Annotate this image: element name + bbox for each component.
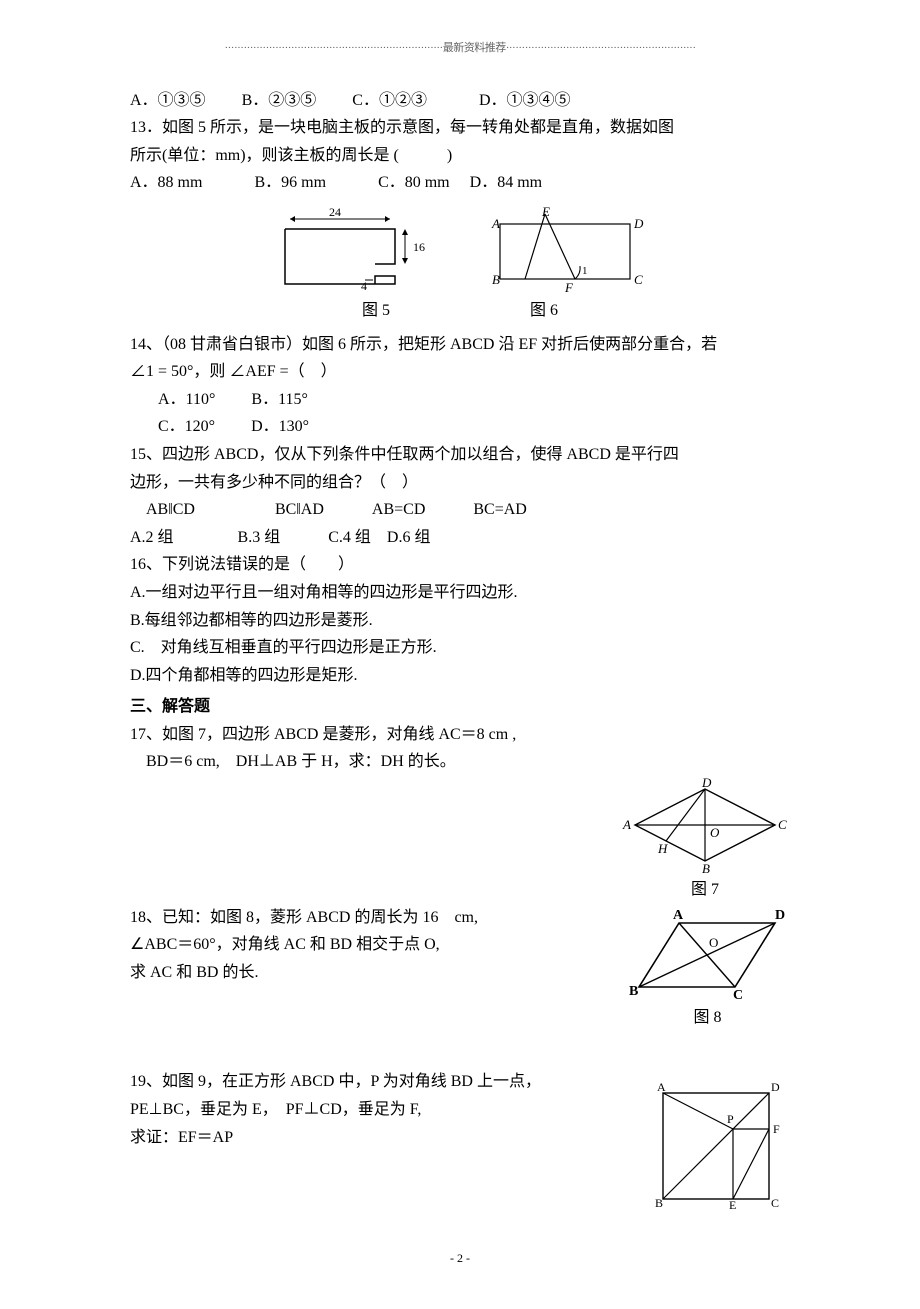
q14-row2: C．120° D．130° (130, 414, 790, 440)
fig7-A: A (622, 817, 631, 832)
q13-optD: D．84 mm (470, 174, 542, 191)
fig7-O: O (710, 825, 720, 840)
q15-stem1: 15、四边形 ABCD，仅从下列条件中任取两个加以组合，使得 ABCD 是平行四 (130, 442, 790, 468)
fig9-B: B (655, 1196, 663, 1209)
figure-5: 24 16 4 (265, 204, 440, 294)
fig8-C: C (733, 988, 743, 1003)
header-dots: ········································… (130, 40, 790, 58)
q17-l1: 17、如图 7，四边形 ABCD 是菱形，对角线 AC＝8 cm , (130, 722, 790, 748)
q15-stem2: 边形，一共有多少种不同的组合？（ ） (130, 470, 790, 496)
fig8-O: O (709, 935, 718, 950)
q14-stem: 14、（08 甘肃省白银市）如图 6 所示，把矩形 ABCD 沿 EF 对折后使… (130, 332, 790, 358)
q13-options: A．88 mm B．96 mm C．80 mm D．84 mm (130, 170, 790, 196)
figure-9-wrap: A B C D P E F (645, 1079, 790, 1209)
q12-optB: B．②③⑤ (242, 92, 317, 109)
fig9-C: C (771, 1196, 779, 1209)
page-footer: - 2 - (130, 1249, 790, 1268)
fig8-B: B (629, 984, 638, 999)
figure-6: A B C D E F 1 (480, 204, 655, 294)
fig7-D: D (701, 777, 712, 790)
fig7-C: C (778, 817, 787, 832)
q13-optC: C．80 mm (378, 174, 450, 191)
fig6-E: E (541, 204, 550, 219)
q19-block: A B C D P E F 19、如图 9，在正方形 ABCD 中，P 为对角线… (130, 1069, 790, 1209)
fig9-P: P (727, 1112, 734, 1126)
fig7-B: B (702, 861, 710, 876)
fig7-caption: 图 7 (620, 877, 790, 903)
q14-cond: ∠1 = 50°，则 ∠AEF =（ ） (130, 359, 790, 385)
figure-7-wrap: A B C D H O 图 7 (620, 777, 790, 903)
fig9-A: A (657, 1080, 666, 1094)
fig9-E: E (729, 1198, 736, 1209)
q17-l2: BD＝6 cm, DH⊥AB 于 H，求：DH 的长。 (130, 749, 790, 775)
q15-conds: AB‖CD BC‖AD AB=CD BC=AD (130, 497, 790, 523)
fig6-B: B (492, 272, 500, 287)
fig5-label-4: 4 (361, 279, 367, 293)
q16-c: C. 对角线互相垂直的平行四边形是正方形. (130, 635, 790, 661)
figure-7: A B C D H O (620, 777, 790, 877)
q16-b: B.每组邻边都相等的四边形是菱形. (130, 608, 790, 634)
q14-optD: D．130° (251, 418, 309, 435)
q14-row1: A．110° B．115° (130, 387, 790, 413)
fig9-D: D (771, 1080, 780, 1094)
fig6-A: A (491, 216, 500, 231)
q16-stem: 16、下列说法错误的是（ ） (130, 552, 790, 578)
fig6-C: C (634, 272, 643, 287)
q14-optB: B．115° (251, 391, 307, 408)
figure-8: A B C D O (625, 905, 790, 1005)
figure-9: A B C D P E F (645, 1079, 790, 1209)
q16-d: D.四个角都相等的四边形是矩形. (130, 663, 790, 689)
fig6-angle1: 1 (582, 265, 588, 277)
q12-optD: D．①③④⑤ (479, 92, 571, 109)
fig5-label-24: 24 (329, 205, 341, 219)
fig56-captions: 图 5 图 6 (130, 298, 790, 324)
q13-stem2: 所示(单位：mm)，则该主板的周长是 ( ) (130, 143, 790, 169)
q12-optA: A．①③⑤ (130, 92, 206, 109)
q13-optA: A．88 mm (130, 174, 202, 191)
fig6-D: D (633, 216, 644, 231)
q12-options: A．①③⑤ B．②③⑤ C．①②③ D．①③④⑤ (130, 88, 790, 114)
q13-stem1: 13．如图 5 所示，是一块电脑主板的示意图，每一转角处都是直角，数据如图 (130, 115, 790, 141)
section-3-title: 三、解答题 (130, 694, 790, 720)
fig8-A: A (673, 908, 684, 923)
q15-opts: A.2 组 B.3 组 C.4 组 D.6 组 (130, 525, 790, 551)
q14-optC: C．120° (158, 418, 215, 435)
fig6-caption: 图 6 (530, 298, 558, 324)
figures-5-6-row: 24 16 4 A B C D E F 1 (130, 204, 790, 294)
q16-a: A.一组对边平行且一组对角相等的四边形是平行四边形. (130, 580, 790, 606)
q14-optA: A．110° (158, 391, 215, 408)
fig5-label-16: 16 (413, 240, 425, 254)
q13-optB: B．96 mm (254, 174, 326, 191)
fig7-H: H (657, 841, 668, 856)
q14-stem-text: 14、（08 甘肃省白银市）如图 6 所示，把矩形 ABCD 沿 EF 对折后使… (130, 336, 717, 353)
q17-block: 17、如图 7，四边形 ABCD 是菱形，对角线 AC＝8 cm , BD＝6 … (130, 722, 790, 903)
fig8-caption: 图 8 (625, 1005, 790, 1031)
fig6-F: F (564, 280, 574, 294)
fig8-D: D (775, 908, 785, 923)
fig5-caption: 图 5 (362, 298, 390, 324)
fig9-F: F (773, 1122, 780, 1136)
q18-block: A B C D O 图 8 18、已知：如图 8，菱形 ABCD 的周长为 16… (130, 905, 790, 1048)
figure-8-wrap: A B C D O 图 8 (625, 905, 790, 1031)
q12-optC: C．①②③ (352, 92, 427, 109)
